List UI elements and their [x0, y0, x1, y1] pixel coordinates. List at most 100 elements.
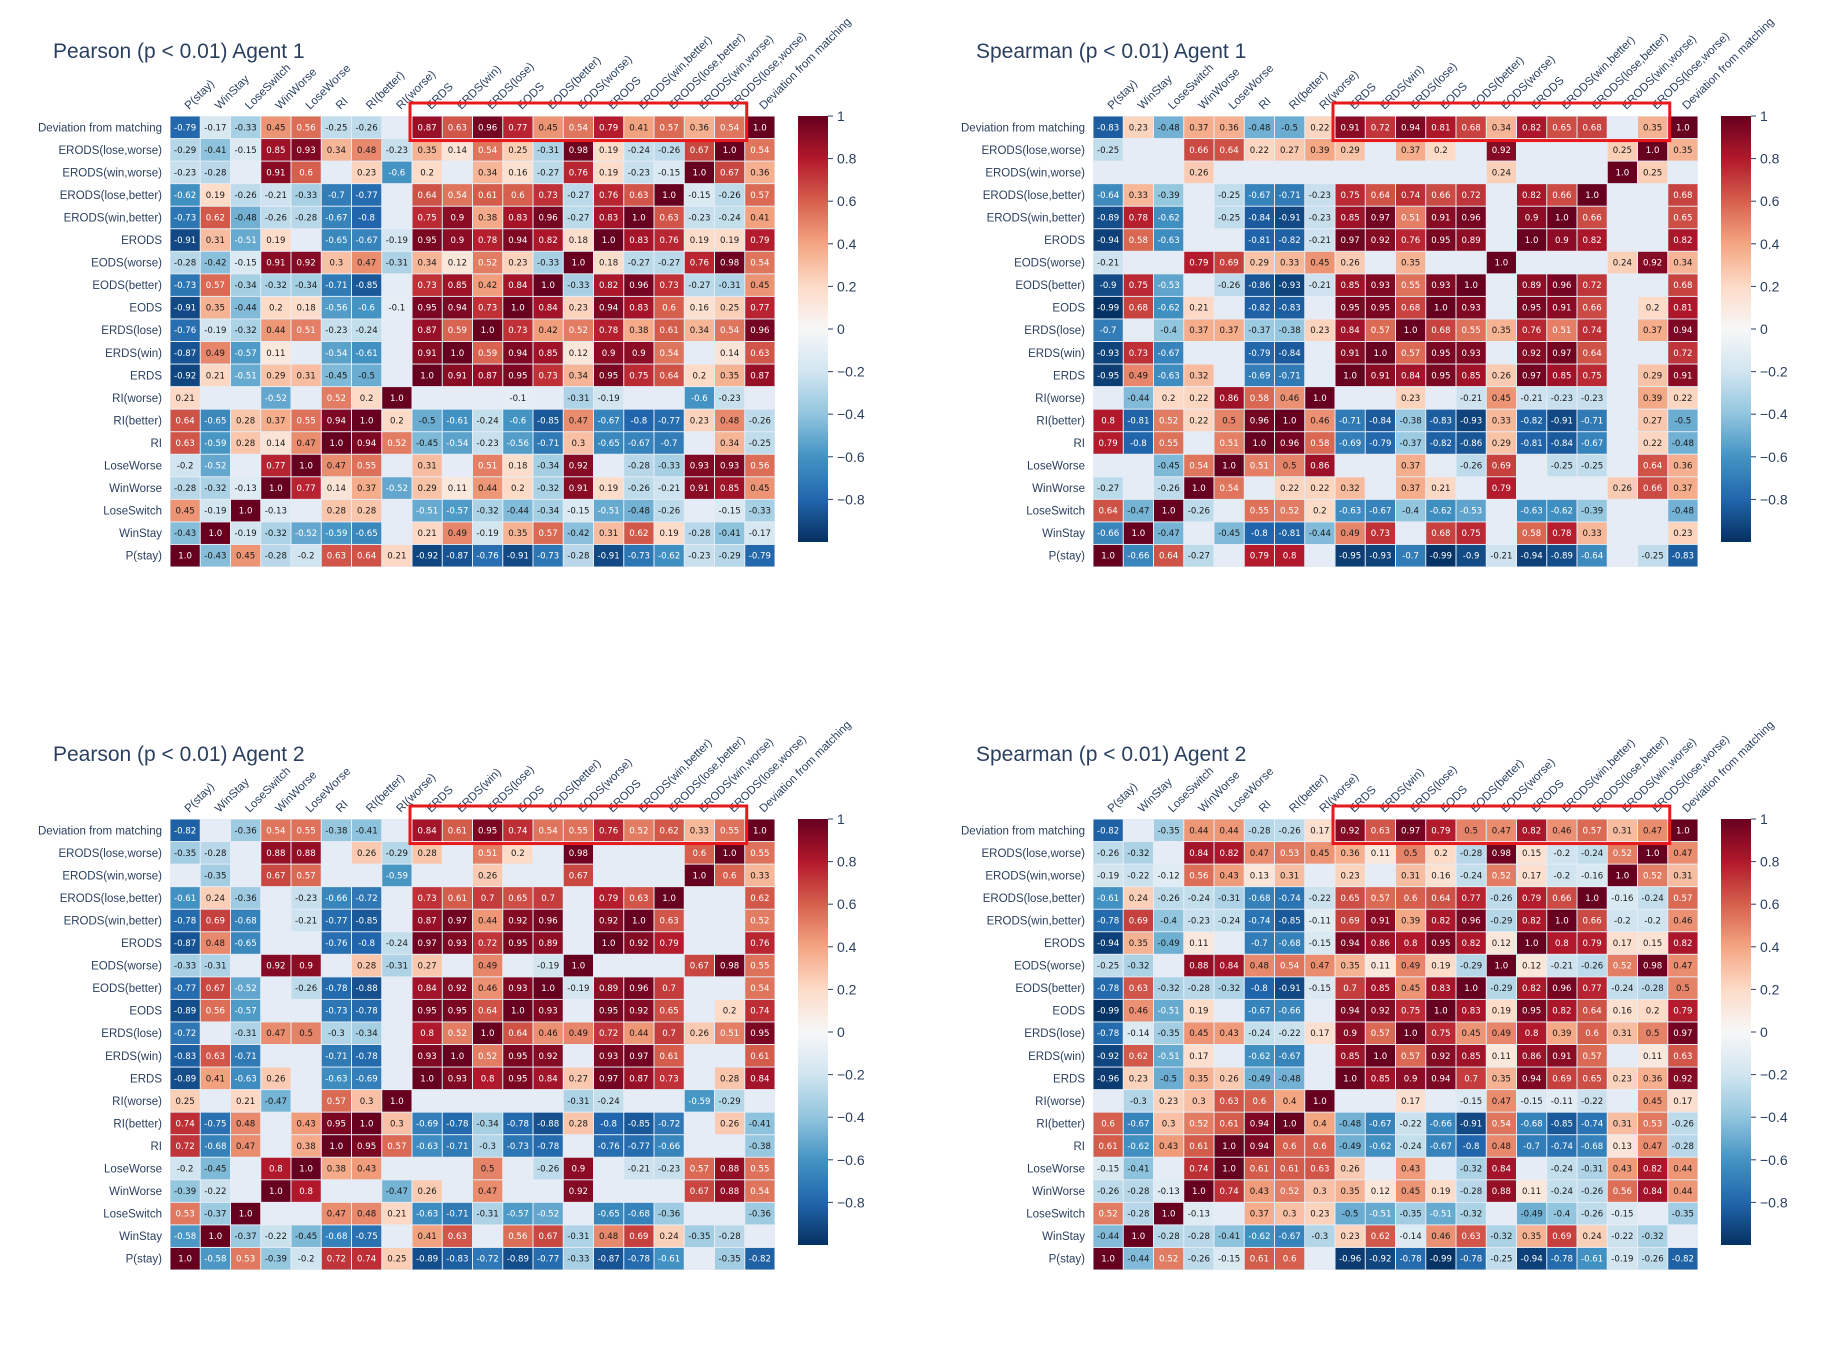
colorbar-tick-label: −0.6	[837, 449, 865, 465]
cell-value-label: -0.52	[265, 394, 287, 404]
cell-value-label: 0.95	[478, 826, 497, 836]
heatmap-cell	[200, 342, 230, 364]
heatmap-cell	[473, 342, 503, 364]
cell-value-label: -0.65	[204, 416, 226, 426]
cell-value-label: 0.52	[327, 394, 346, 404]
heatmap-cell	[1638, 251, 1668, 274]
heatmap-cell	[1547, 319, 1577, 341]
colorbar-tick-label: 0.6	[1760, 193, 1780, 209]
cell-value-label: 0.89	[599, 984, 618, 994]
cell-value-label: 0.6	[723, 871, 737, 881]
heatmap-cell	[503, 409, 533, 432]
cell-value-label: -0.36	[749, 1210, 771, 1220]
cell-value-label: 0.6	[1283, 1142, 1297, 1152]
heatmap-cell	[594, 184, 624, 206]
cell-value-label: -0.91	[1279, 984, 1301, 994]
cell-value-label: 0.85	[1371, 1074, 1390, 1084]
cell-value-label: 1.0	[1676, 123, 1690, 133]
cell-value-label: -0.72	[356, 894, 378, 904]
heatmap-cell	[563, 432, 593, 454]
cell-value-label: 0.66	[1643, 484, 1662, 494]
cell-value-label: -0.4	[1160, 916, 1177, 926]
cell-value-label: -0.61	[1581, 1255, 1603, 1265]
cell-value-label: 0.34	[327, 146, 346, 156]
cell-value-label: 1.0	[1343, 371, 1357, 381]
cell-value-label: 0.25	[508, 146, 527, 156]
cell-value-label: 0.82	[1462, 939, 1481, 949]
heatmap-cell	[412, 251, 442, 274]
heatmap-cells: -0.83 0.23 -0.48 0.37 0.36 -0.48 -0.5 0.22 0.91 0…	[1093, 116, 1698, 567]
cell-value-label: -0.89	[174, 1074, 196, 1084]
cell-value-label: -0.27	[567, 191, 589, 201]
cell-value-label: 1.0	[632, 916, 646, 926]
cell-value-label: -0.74	[1248, 916, 1270, 926]
cell-value-label: -0.9	[1463, 552, 1480, 562]
heatmap-cell	[715, 184, 745, 206]
cell-value-label: -0.82	[1279, 236, 1301, 246]
cell-value-label: 0.81	[1431, 123, 1450, 133]
heatmap-cell	[170, 432, 200, 454]
heatmap-cell	[624, 454, 654, 477]
heatmap-cell	[473, 432, 503, 454]
cell-value-label: -0.72	[477, 1255, 499, 1265]
heatmap-cell	[715, 319, 745, 341]
cell-value-label: 1.0	[1283, 1119, 1297, 1129]
cell-value-label: 0.95	[418, 1007, 437, 1017]
cell-value-label: 0.94	[1341, 1007, 1360, 1017]
cell-value-label: 1.0	[1616, 871, 1630, 881]
heatmap-cell	[1577, 274, 1607, 296]
cell-value-label: 0.68	[1401, 304, 1420, 314]
heatmap-cell	[1517, 229, 1547, 251]
cell-value-label: 0.82	[1522, 984, 1541, 994]
cell-value-label: 0.82	[539, 236, 558, 246]
cell-value-label: 0.44	[478, 484, 497, 494]
cell-value-label: 1.0	[390, 394, 404, 404]
heatmap-cell	[200, 161, 230, 184]
cell-value-label: 0.29	[1492, 439, 1511, 449]
cell-value-label: 0.5	[1676, 984, 1690, 994]
cell-value-label: -0.41	[719, 529, 741, 539]
heatmap-cell	[533, 139, 563, 161]
cell-value-label: 0.5	[1283, 462, 1297, 472]
heatmap-cell	[352, 454, 382, 477]
cell-value-label: -0.14	[1400, 1232, 1422, 1242]
cell-value-label: 0.84	[508, 281, 527, 291]
cell-value-label: 0.49	[1492, 1029, 1511, 1039]
cell-value-label: -0.82	[1672, 1255, 1694, 1265]
cell-value-label: 0.22	[1280, 484, 1299, 494]
heatmap-cell	[715, 522, 745, 544]
cell-value-label: 0.48	[1492, 1142, 1511, 1152]
heatmap-cell	[745, 544, 775, 567]
heatmap-cell	[473, 184, 503, 206]
cell-value-label: -0.26	[295, 984, 317, 994]
cell-value-label: -0.19	[204, 507, 226, 517]
heatmap-cell	[1547, 206, 1577, 229]
cell-value-label: 0.53	[176, 1210, 195, 1220]
heatmap-cell	[533, 432, 563, 454]
cell-value-label: 0.16	[1613, 1007, 1632, 1017]
cell-value-label: -0.23	[386, 146, 408, 156]
cell-value-label: -0.57	[235, 1007, 257, 1017]
cell-value-label: -0.62	[1551, 507, 1573, 517]
row-tick-label: EODS(better)	[92, 280, 162, 292]
cell-value-label: -0.24	[1551, 1187, 1573, 1197]
cell-value-label: 0.96	[1552, 281, 1571, 291]
cell-value-label: -0.8	[1130, 439, 1147, 449]
cell-value-label: 0.64	[1159, 552, 1178, 562]
cell-value-label: 0.98	[1643, 962, 1662, 972]
heatmap-cell	[1365, 184, 1395, 206]
cell-value-label: -0.74	[1581, 1119, 1603, 1129]
heatmap-cell	[1456, 184, 1486, 206]
colorbar-tick-label: −0.6	[837, 1152, 865, 1168]
cell-value-label: -0.76	[325, 939, 347, 949]
cell-value-label: 1.0	[723, 146, 737, 156]
heatmap-panel-1: Pearson (p < 0.01) Agent 1-0.79 -0.17 -0.3…	[38, 16, 865, 567]
cell-value-label: 0.87	[418, 326, 437, 336]
cell-value-label: -0.73	[325, 1007, 347, 1017]
cell-value-label: 0.92	[1341, 826, 1360, 836]
cell-value-label: 0.57	[206, 281, 225, 291]
cell-value-label: 0.2	[693, 371, 707, 381]
row-tick-label: ERDS(lose)	[101, 325, 162, 337]
heatmap-cell	[1638, 161, 1668, 184]
heatmap-cell	[1154, 364, 1184, 387]
